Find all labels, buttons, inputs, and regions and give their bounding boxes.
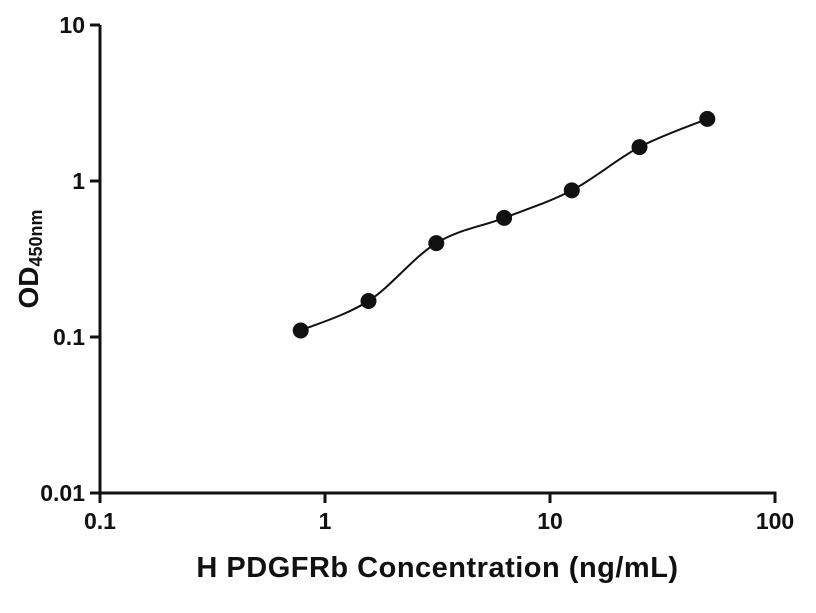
y-tick-label: 10	[59, 12, 85, 38]
y-axis-title: OD450nm	[13, 209, 47, 308]
data-point	[631, 139, 648, 156]
x-tick-label: 0.1	[84, 508, 116, 534]
x-axis-title: H PDGFRb Concentration (ng/mL)	[196, 552, 679, 584]
data-point	[496, 209, 513, 226]
y-tick-label: 0.01	[40, 480, 85, 506]
data-point	[292, 322, 309, 339]
data-point	[563, 182, 580, 199]
x-tick-label: 100	[756, 508, 794, 534]
y-tick-label: 1	[72, 168, 85, 194]
data-point	[428, 235, 445, 252]
x-tick-label: 1	[319, 508, 332, 534]
y-axis-title-main: OD	[13, 266, 44, 309]
data-point	[699, 110, 716, 127]
y-axis-title-subscript: 450nm	[26, 209, 46, 267]
x-tick-label: 10	[537, 508, 563, 534]
y-tick-label: 0.1	[53, 324, 85, 350]
data-point	[360, 293, 377, 309]
